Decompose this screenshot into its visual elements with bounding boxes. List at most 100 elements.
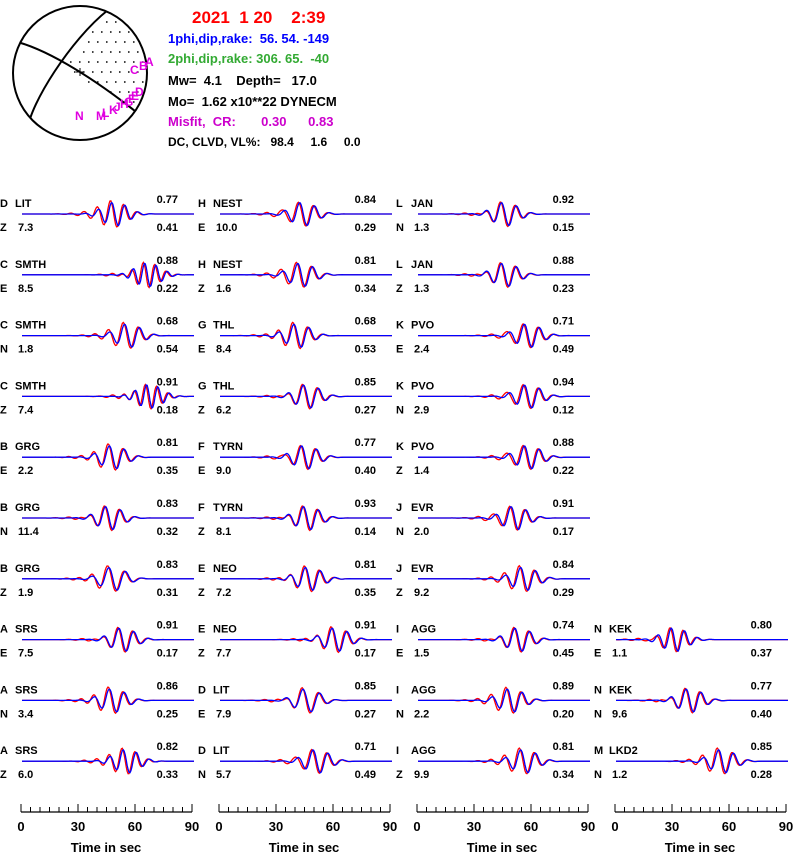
misfit-cr: Misfit, CR: 0.30 0.83 — [168, 114, 333, 129]
waveform-panel: N KEK 0.80 E 1.1 0.37 — [594, 620, 788, 660]
time-shift: 1.3 — [414, 222, 429, 234]
station-letter: H — [198, 259, 206, 271]
amplitude-ratio: 0.15 — [553, 222, 574, 234]
component: Z — [396, 465, 403, 477]
plane2-params: 2phi,dip,rake: 306. 65. -40 — [168, 51, 329, 66]
time-shift: 9.2 — [414, 587, 429, 599]
station-name: LIT — [213, 684, 230, 696]
waveform-panels: D LIT 0.77 Z 7.3 0.41 C SMTH 0.88 E 8.5 0.22 C SMTH 0.… — [0, 194, 788, 781]
station-name: LKD2 — [609, 745, 638, 757]
synthetic-trace — [418, 749, 590, 774]
dot — [145, 31, 147, 33]
time-shift: 9.0 — [216, 465, 231, 477]
dot — [91, 31, 94, 33]
station-name: SRS — [15, 624, 38, 636]
waveform-panel: F TYRN 0.93 Z 8.1 0.14 — [198, 498, 392, 538]
correlation-value: 0.86 — [157, 680, 178, 692]
amplitude-ratio: 0.45 — [553, 648, 574, 660]
component: E — [198, 708, 205, 720]
beachball-station-j: J — [114, 100, 121, 114]
component: N — [0, 344, 8, 356]
dot — [145, 11, 147, 13]
amplitude-ratio: 0.29 — [355, 222, 376, 234]
dot — [118, 71, 121, 73]
time-shift: 1.5 — [414, 648, 429, 660]
amplitude-ratio: 0.28 — [751, 769, 772, 781]
tick-label: 60 — [524, 819, 538, 834]
time-shift: 7.9 — [216, 708, 231, 720]
amplitude-ratio: 0.22 — [157, 283, 178, 295]
synthetic-trace — [418, 323, 590, 348]
time-shift: 8.4 — [216, 344, 232, 356]
amplitude-ratio: 0.49 — [355, 769, 376, 781]
time-shift: 6.2 — [216, 404, 231, 416]
synthetic-trace — [22, 748, 194, 774]
station-letter: N — [594, 684, 602, 696]
dot — [123, 61, 126, 63]
component: N — [396, 526, 404, 538]
time-shift: 2.0 — [414, 526, 429, 538]
time-shift: 2.4 — [414, 344, 430, 356]
time-shift: 3.4 — [18, 708, 34, 720]
correlation-value: 0.83 — [157, 559, 178, 571]
component: Z — [198, 404, 205, 416]
correlation-value: 0.91 — [553, 498, 574, 510]
component: Z — [396, 283, 403, 295]
tick-label: 90 — [581, 819, 595, 834]
dot — [114, 61, 117, 63]
correlation-value: 0.81 — [355, 559, 376, 571]
dot — [141, 101, 144, 103]
waveform-panel: C SMTH 0.88 E 8.5 0.22 — [0, 255, 194, 295]
time-shift: 6.0 — [18, 769, 33, 781]
correlation-value: 0.81 — [553, 741, 574, 753]
time-axes: 0 30 60 90 Time in sec 0 30 60 90 Time in sec 0 30 6… — [17, 804, 793, 855]
amplitude-ratio: 0.27 — [355, 708, 376, 720]
station-letter: H — [198, 198, 206, 210]
station-letter: B — [0, 563, 8, 575]
dot — [123, 41, 126, 43]
dot — [132, 41, 135, 43]
tick-label: 30 — [665, 819, 679, 834]
station-name: SMTH — [15, 259, 46, 271]
waveform-panel: I AGG 0.74 E 1.5 0.45 — [396, 620, 590, 660]
waveform-panel: H NEST 0.81 Z 1.6 0.34 — [198, 255, 392, 295]
station-name: SMTH — [15, 320, 46, 332]
synthetic-trace — [22, 566, 194, 591]
component: Z — [0, 222, 7, 234]
component: E — [396, 648, 403, 660]
tick-label: 30 — [269, 819, 283, 834]
waveform-panel: B GRG 0.83 N 11.4 0.32 — [0, 498, 194, 538]
dot — [141, 61, 144, 63]
x-axis-label: Time in sec — [665, 840, 736, 855]
dot — [118, 51, 121, 53]
component: E — [0, 283, 7, 295]
synthetic-trace — [220, 262, 392, 288]
station-letter: I — [396, 745, 399, 757]
dot — [136, 71, 139, 73]
time-axis: 0 30 60 90 Time in sec — [611, 804, 793, 855]
station-letter: L — [396, 198, 403, 210]
component: N — [594, 769, 602, 781]
waveform-panel: L JAN 0.92 N 1.3 0.15 — [396, 194, 590, 234]
station-letter: G — [198, 380, 207, 392]
correlation-value: 0.91 — [157, 376, 178, 388]
station-letter: D — [198, 745, 206, 757]
waveform-panel: D LIT 0.71 N 5.7 0.49 — [198, 741, 392, 781]
amplitude-ratio: 0.27 — [355, 404, 376, 416]
dot — [109, 51, 112, 53]
station-letter: J — [396, 563, 402, 575]
station-name: SRS — [15, 684, 38, 696]
time-shift: 7.5 — [18, 648, 33, 660]
tick-label: 60 — [326, 819, 340, 834]
synthetic-trace — [22, 201, 194, 227]
beachball-station-d: D — [135, 85, 144, 99]
amplitude-ratio: 0.49 — [553, 344, 574, 356]
correlation-value: 0.82 — [157, 741, 178, 753]
station-name: NEST — [213, 259, 243, 271]
correlation-value: 0.88 — [553, 255, 574, 267]
correlation-value: 0.85 — [355, 376, 376, 388]
waveform-panel: B GRG 0.83 Z 1.9 0.31 — [0, 559, 194, 599]
synthetic-trace — [220, 627, 392, 652]
component: E — [594, 648, 601, 660]
